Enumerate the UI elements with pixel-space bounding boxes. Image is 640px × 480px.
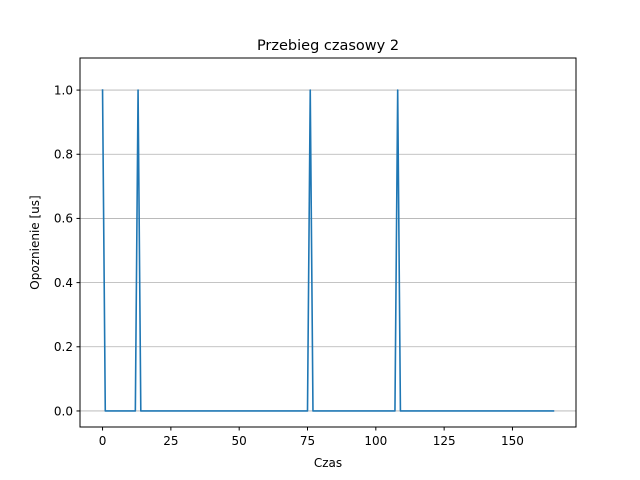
x-axis-ticks: 0 25 50 75 100 125 150 [99,427,524,448]
y-tick-label: 0.2 [54,340,73,354]
x-axis-label: Czas [314,456,342,470]
y-axis-label: Opoznienie [us] [28,195,42,289]
y-axis-ticks: 0.0 0.2 0.4 0.6 0.8 1.0 [54,83,80,418]
y-tick-label: 0.0 [54,404,73,418]
x-tick-label: 75 [300,434,315,448]
series-layer [101,89,555,412]
x-tick-label: 50 [232,434,247,448]
x-tick-label: 150 [501,434,524,448]
series-line [101,89,555,412]
chart-title: Przebieg czasowy 2 [257,38,399,54]
x-tick-label: 125 [433,434,456,448]
y-tick-label: 1.0 [54,83,73,97]
x-tick-label: 100 [364,434,387,448]
y-tick-label: 0.6 [54,212,73,226]
plot-area-frame [79,57,577,428]
x-tick-label: 25 [163,434,178,448]
y-tick-label: 0.8 [54,148,73,162]
x-tick-label: 0 [99,434,107,448]
y-tick-label: 0.4 [54,276,73,290]
